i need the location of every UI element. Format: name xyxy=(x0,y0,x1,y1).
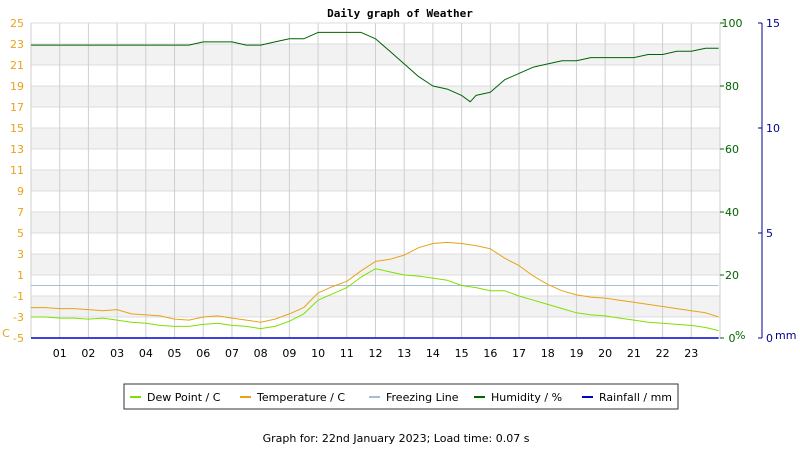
hour-tick-label: 01 xyxy=(53,347,67,360)
rainfall-axis: 15 10 5 0 xyxy=(758,17,780,345)
hour-tick-label: 22 xyxy=(656,347,670,360)
temperature-c-line xyxy=(31,241,719,323)
temperature-tick-label: -5 xyxy=(13,332,24,345)
legend-label: Dew Point / C xyxy=(147,391,221,404)
legend-label: Rainfall / mm xyxy=(599,391,672,404)
humidity-tick-label: 0 xyxy=(729,332,736,345)
humidity-tick-label: 80 xyxy=(725,80,739,93)
temperature-tick-label: 3 xyxy=(17,248,24,261)
hour-tick-label: 09 xyxy=(282,347,296,360)
humidity-unit-label: % xyxy=(735,329,745,342)
hour-tick-label: 04 xyxy=(139,347,153,360)
hour-tick-label: 02 xyxy=(81,347,95,360)
hour-tick-label: 05 xyxy=(168,347,182,360)
temperature-tick-label: 5 xyxy=(17,227,24,240)
hour-tick-label: 20 xyxy=(598,347,612,360)
series-layer xyxy=(31,31,719,339)
hour-axis: 01 02 03 04 05 06 07 08 09 10 11 12 13 14 15 16 17 18 19 20… xyxy=(53,347,699,360)
legend-label: Humidity / % xyxy=(491,391,562,404)
hour-tick-label: 19 xyxy=(569,347,583,360)
hour-tick-label: 13 xyxy=(397,347,411,360)
rainfall-tick-label: 15 xyxy=(766,17,780,30)
hour-tick-label: 16 xyxy=(483,347,497,360)
hour-tick-label: 10 xyxy=(311,347,325,360)
hour-tick-label: 14 xyxy=(426,347,440,360)
temperature-tick-label: 15 xyxy=(10,122,24,135)
legend-item-rainfall-mm: Rainfall / mm xyxy=(582,391,672,404)
temperature-tick-label: 23 xyxy=(10,38,24,51)
legend-label: Temperature / C xyxy=(256,391,345,404)
temperature-tick-label: 13 xyxy=(10,143,24,156)
hour-tick-label: 17 xyxy=(512,347,526,360)
temperature-tick-label: -3 xyxy=(13,311,24,324)
hour-tick-label: 06 xyxy=(196,347,210,360)
legend-item-humidity: Humidity / % xyxy=(474,391,562,404)
hour-tick-label: 21 xyxy=(627,347,641,360)
humidity-tick-label: 100 xyxy=(722,17,743,30)
footer-status: Graph for: 22nd January 2023; Load time:… xyxy=(263,432,530,445)
temperature-tick-label: 17 xyxy=(10,101,24,114)
legend-item-dew-point-c: Dew Point / C xyxy=(130,391,221,404)
legend-item-temperature-c: Temperature / C xyxy=(240,391,345,404)
humidity-tick-label: 60 xyxy=(725,143,739,156)
chart-title: Daily graph of Weather xyxy=(327,7,473,20)
temperature-unit-label: C xyxy=(2,327,10,340)
temperature-tick-label: 25 xyxy=(10,17,24,30)
rainfall-unit-label: mm xyxy=(775,329,796,342)
humidity-tick-label: 20 xyxy=(725,269,739,282)
legend-item-freezing-line: Freezing Line xyxy=(369,391,459,404)
rainfall-tick-label: 0 xyxy=(766,332,773,345)
legend-label: Freezing Line xyxy=(386,391,459,404)
hour-tick-label: 23 xyxy=(684,347,698,360)
hour-tick-label: 15 xyxy=(455,347,469,360)
temperature-axis: 25 23 21 19 17 15 13 11 9 7 5 3 1 -1 -3 -5 xyxy=(10,17,24,345)
dew-point-c-line xyxy=(31,268,719,332)
humidity-axis: 100 80 60 40 20 0 xyxy=(720,17,743,345)
hour-tick-label: 11 xyxy=(340,347,354,360)
hour-tick-label: 07 xyxy=(225,347,239,360)
hour-tick-label: 12 xyxy=(369,347,383,360)
hour-tick-label: 18 xyxy=(541,347,555,360)
temperature-tick-label: 9 xyxy=(17,185,24,198)
temperature-tick-label: 21 xyxy=(10,59,24,72)
temperature-tick-label: 1 xyxy=(17,269,24,282)
humidity-tick-label: 40 xyxy=(725,206,739,219)
temperature-tick-label: 19 xyxy=(10,80,24,93)
legend: Dew Point / C Temperature / C Freezing Lin… xyxy=(123,383,679,410)
temperature-tick-label: -1 xyxy=(13,290,24,303)
humidity-line xyxy=(31,31,719,103)
hour-tick-label: 08 xyxy=(254,347,268,360)
rainfall-tick-label: 10 xyxy=(766,122,780,135)
temperature-tick-label: 11 xyxy=(10,164,24,177)
rainfall-tick-label: 5 xyxy=(766,227,773,240)
temperature-tick-label: 7 xyxy=(17,206,24,219)
hour-tick-label: 03 xyxy=(110,347,124,360)
